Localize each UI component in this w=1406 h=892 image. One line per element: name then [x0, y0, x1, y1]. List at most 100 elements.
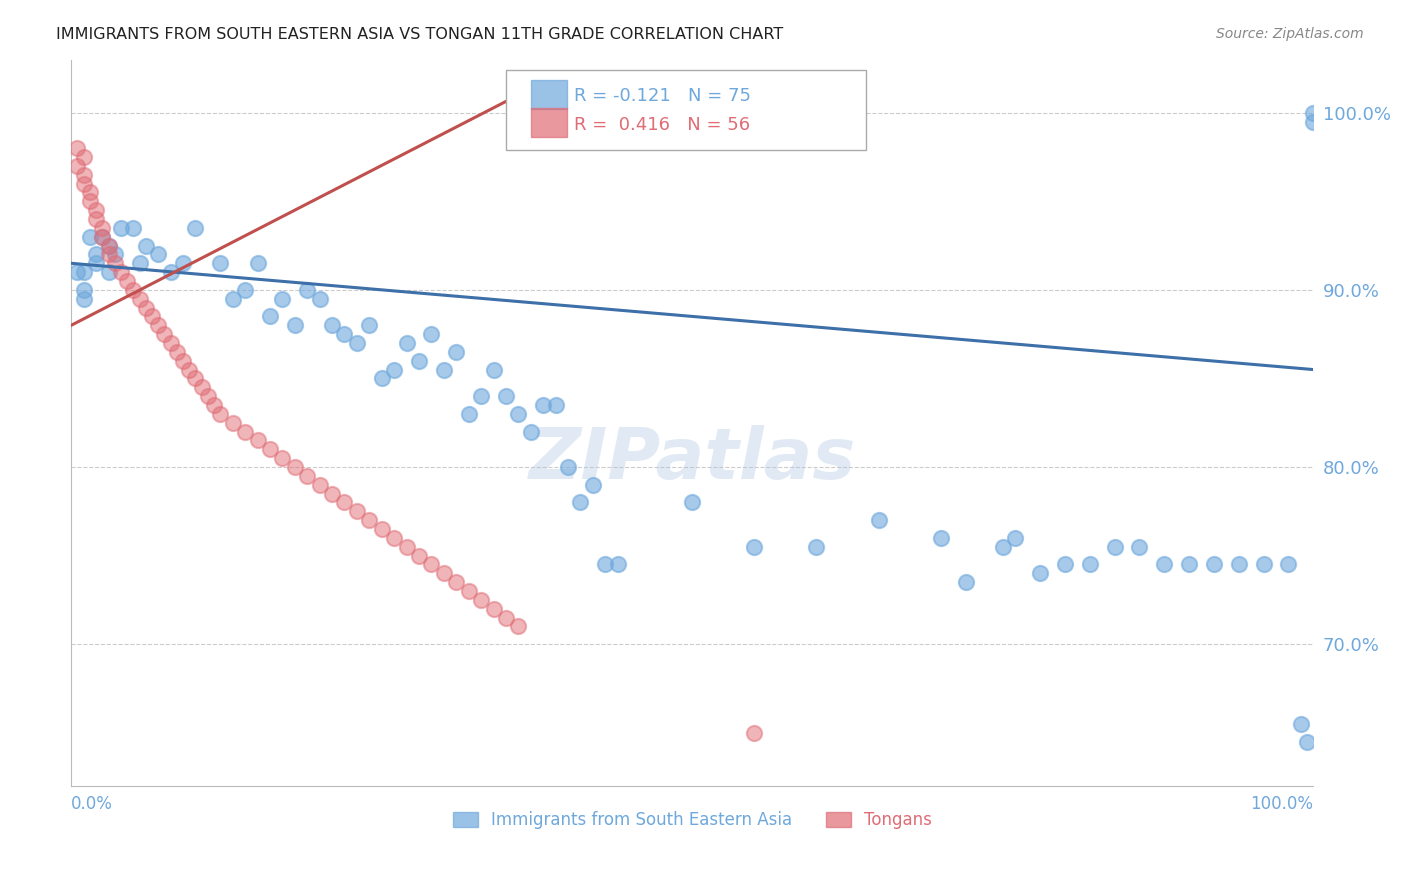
Point [209, 256, 232, 270]
Point [1202, 558, 1225, 572]
Point [66, 159, 89, 173]
Point [91, 229, 114, 244]
Point [395, 336, 418, 351]
Point [457, 584, 479, 599]
Point [544, 398, 567, 412]
Point [91, 229, 114, 244]
Point [382, 531, 405, 545]
Point [806, 540, 828, 554]
Point [271, 292, 294, 306]
Point [246, 256, 269, 270]
Point [172, 353, 194, 368]
Point [1289, 716, 1312, 731]
Point [148, 247, 170, 261]
Point [1227, 558, 1250, 572]
Point [346, 504, 368, 518]
Point [209, 407, 232, 421]
Point [744, 725, 766, 739]
Point [172, 256, 194, 270]
Point [371, 371, 394, 385]
Point [420, 327, 443, 342]
Point [1296, 734, 1319, 748]
Point [359, 513, 381, 527]
Point [115, 274, 138, 288]
Point [246, 434, 269, 448]
Point [420, 558, 443, 572]
Point [122, 220, 145, 235]
Text: R =  0.416   N = 56: R = 0.416 N = 56 [574, 116, 751, 134]
Point [233, 283, 256, 297]
Point [457, 407, 479, 421]
Point [297, 468, 319, 483]
Point [97, 247, 120, 261]
Point [446, 344, 468, 359]
Point [135, 238, 157, 252]
Point [73, 150, 96, 164]
FancyBboxPatch shape [531, 80, 567, 109]
Point [557, 460, 579, 475]
FancyBboxPatch shape [506, 70, 866, 151]
Point [73, 265, 96, 279]
Point [110, 265, 132, 279]
Point [1128, 540, 1150, 554]
Point [929, 531, 952, 545]
Point [184, 371, 207, 385]
Point [97, 238, 120, 252]
Point [84, 247, 107, 261]
Point [190, 380, 212, 394]
Point [297, 283, 319, 297]
Point [79, 229, 101, 244]
Point [1078, 558, 1101, 572]
Point [284, 318, 307, 333]
Point [482, 601, 505, 615]
Point [148, 318, 170, 333]
Point [408, 549, 430, 563]
Point [166, 344, 188, 359]
Point [531, 398, 554, 412]
Point [84, 203, 107, 218]
Point [1153, 558, 1175, 572]
Point [433, 362, 456, 376]
Point [222, 416, 245, 430]
Point [222, 292, 245, 306]
Point [159, 265, 181, 279]
Point [508, 619, 530, 633]
Point [1053, 558, 1076, 572]
Point [1277, 558, 1299, 572]
Point [520, 425, 543, 439]
Point [333, 327, 356, 342]
Point [135, 301, 157, 315]
Point [606, 558, 628, 572]
Point [79, 194, 101, 209]
Point [84, 212, 107, 227]
Point [955, 575, 977, 590]
Point [321, 318, 343, 333]
Point [91, 220, 114, 235]
Point [582, 477, 605, 491]
Point [110, 220, 132, 235]
Point [744, 540, 766, 554]
Point [128, 256, 150, 270]
Point [202, 398, 225, 412]
Point [470, 592, 492, 607]
Point [308, 477, 330, 491]
Point [84, 256, 107, 270]
Point [569, 495, 592, 509]
Point [991, 540, 1014, 554]
Point [128, 292, 150, 306]
Legend: Immigrants from South Eastern Asia, Tongans: Immigrants from South Eastern Asia, Tong… [446, 805, 938, 836]
Point [66, 265, 89, 279]
Point [1004, 531, 1026, 545]
Point [308, 292, 330, 306]
Point [482, 362, 505, 376]
Point [470, 389, 492, 403]
Point [284, 460, 307, 475]
Point [97, 238, 120, 252]
Point [104, 247, 127, 261]
Point [141, 310, 163, 324]
FancyBboxPatch shape [531, 109, 567, 136]
Point [371, 522, 394, 536]
Point [359, 318, 381, 333]
Point [73, 292, 96, 306]
Point [79, 186, 101, 200]
